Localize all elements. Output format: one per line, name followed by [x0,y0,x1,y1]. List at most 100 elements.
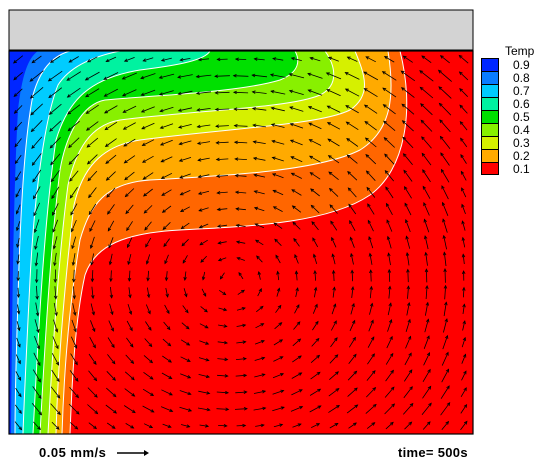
velocity-vector-head [121,76,126,80]
velocity-vector [308,106,322,113]
velocity-vector-head [405,251,410,257]
velocity-vector-head [166,326,171,331]
velocity-vector [347,171,358,181]
velocity-vector [220,272,225,280]
velocity-vector-head [161,192,166,196]
velocity-vector [122,72,137,80]
velocity-vector-head [37,362,41,367]
velocity-vector-head [387,252,391,257]
velocity-vector [272,173,284,179]
velocity-vector-head [332,303,337,308]
velocity-vector-head [88,194,92,199]
velocity-vector [86,137,99,148]
velocity-vector-head [344,88,349,92]
velocity-vector-head [329,204,334,209]
velocity-vector [406,236,411,249]
velocity-vector-head [108,244,112,249]
legend-label: 0.4 [513,123,530,137]
velocity-vector-head [108,261,113,266]
velocity-vector-head [312,253,317,258]
velocity-vector-head [367,203,371,208]
velocity-vector-head [140,92,145,96]
velocity-vector [350,237,355,248]
velocity-vector-head [462,320,466,325]
velocity-vector-head [419,86,424,91]
velocity-vector-head [149,424,154,428]
velocity-vector [271,107,285,112]
velocity-vector [290,406,303,412]
velocity-vector [425,302,429,316]
velocity-vector [218,425,227,427]
velocity-vector [254,190,265,195]
velocity-vector-head [234,157,239,161]
velocity-vector [73,269,75,282]
velocity-vector [125,188,135,197]
velocity-vector [17,254,20,264]
velocity-vector-head [49,144,54,149]
velocity-vector [421,402,432,416]
velocity-vector [423,335,430,349]
velocity-vector [422,169,431,183]
velocity-vector [141,122,155,130]
velocity-vector-head [401,103,406,108]
velocity-vector-head [141,142,146,146]
velocity-vector-head [325,72,330,76]
velocity-vector-head [49,127,54,132]
velocity-vector [48,70,63,82]
velocity-vector-head [428,402,432,407]
velocity-vector [422,186,431,199]
velocity-vector [459,88,468,97]
velocity-vector [142,139,155,146]
velocity-vector-head [298,372,303,376]
velocity-vector [366,387,376,398]
velocity-vector-head [442,251,447,256]
velocity-vector-head [462,353,467,358]
velocity-vector-head [404,202,408,207]
velocity-vector [104,121,118,131]
velocity-vector [365,137,377,148]
velocity-vector [404,203,412,216]
velocity-vector [327,105,341,113]
velocity-vector-head [438,86,443,91]
velocity-vector-head [217,224,222,228]
velocity-vector [292,205,302,213]
velocity-vector [234,141,248,144]
velocity-vector-head [168,375,173,379]
velocity-vector-head [407,335,412,340]
velocity-vector-head [240,289,245,294]
velocity-vector-head [29,94,34,99]
velocity-vector [13,88,23,97]
velocity-vector [307,73,323,79]
velocity-vector [385,370,394,382]
velocity-vector [405,336,411,349]
velocity-vector-head [31,161,36,166]
velocity-vector [89,336,96,348]
velocity-vector-head [36,345,40,350]
velocity-vector-head [461,270,466,275]
velocity-vector-head [88,211,93,216]
velocity-vector-head [242,423,247,428]
velocity-vector [159,90,174,95]
velocity-vector [123,122,136,130]
velocity-vector-head [179,57,184,62]
lid-bar [8,9,474,51]
velocity-vector [385,353,394,365]
velocity-vector [382,87,397,98]
velocity-vector-head [232,74,237,78]
velocity-vector [198,390,210,394]
velocity-vector-head [280,389,285,393]
velocity-vector [293,321,301,330]
velocity-vector [460,154,467,164]
velocity-vector [363,71,379,81]
velocity-vector [403,386,413,399]
velocity-vector-head [127,244,131,249]
velocity-vector-head [262,406,267,411]
velocity-vector [125,423,134,429]
velocity-vector [71,319,77,332]
velocity-vector-head [307,89,312,93]
velocity-vector [311,221,319,231]
velocity-vector [196,91,212,94]
velocity-vector [126,337,134,348]
velocity-vector-head [93,425,98,430]
velocity-vector-head [225,407,230,411]
